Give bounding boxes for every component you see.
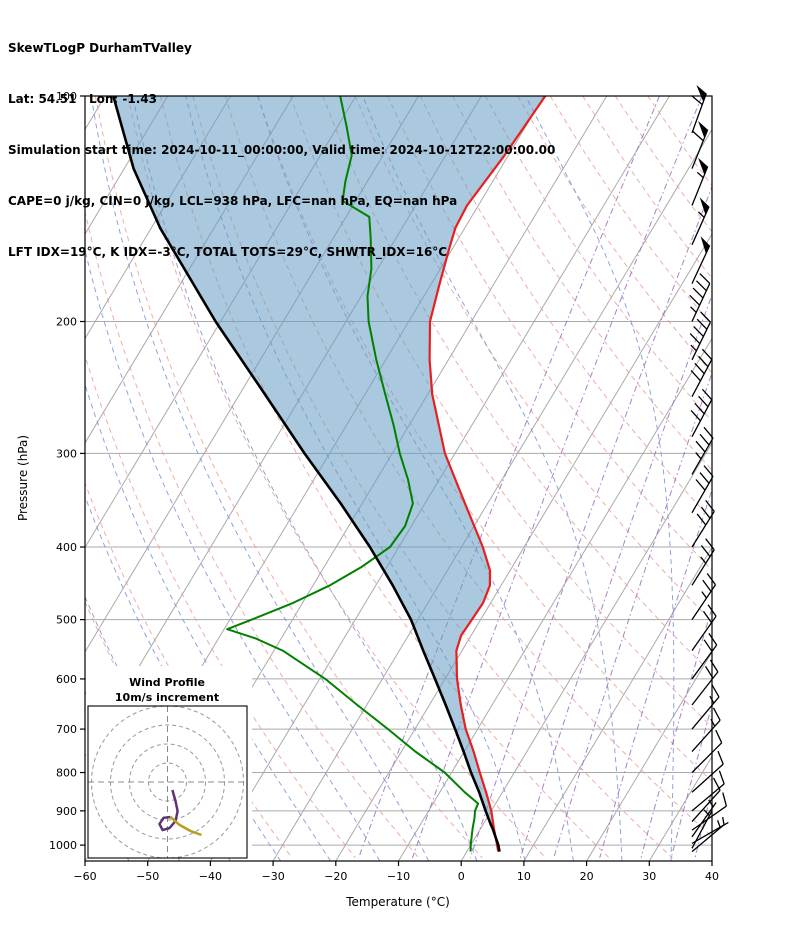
- wind-barb: [691, 426, 714, 475]
- wind-barb: [691, 632, 718, 680]
- wind-barb: [691, 573, 717, 620]
- wind-barb: [691, 684, 720, 730]
- hodograph-border: [87, 705, 248, 859]
- svg-text:300: 300: [56, 447, 77, 460]
- wind-barbs: [689, 85, 729, 853]
- header-line-times: Simulation start time: 2024-10-11_00:00:…: [8, 143, 556, 157]
- wind-barb: [691, 809, 713, 849]
- wind-barb: [691, 499, 715, 548]
- wind-barb: [691, 197, 710, 246]
- wind-barb: [691, 777, 721, 822]
- svg-text:40: 40: [705, 870, 719, 883]
- svg-text:−10: −10: [387, 870, 410, 883]
- hodograph-title: Wind Profile: [129, 676, 205, 689]
- wind-barb: [690, 348, 713, 398]
- hodograph-subtitle: 10m/s increment: [115, 691, 219, 704]
- temperature-curve: [428, 96, 547, 852]
- wind-barb: [691, 236, 711, 284]
- hodograph-inset: Wind Profile 10m/s increment: [86, 666, 252, 859]
- svg-text:−40: −40: [199, 870, 222, 883]
- svg-text:−50: −50: [136, 870, 159, 883]
- wind-barb: [691, 465, 714, 514]
- header: SkewTLogP DurhamTValley Lat: 54.51 Lon: …: [8, 6, 555, 278]
- wind-barb: [691, 538, 715, 586]
- hodograph-plot: [88, 706, 247, 858]
- wind-barb: [691, 157, 709, 206]
- wind-barb: [691, 659, 719, 706]
- y-axis-label: Pressure (hPa): [16, 435, 30, 521]
- svg-text:1000: 1000: [49, 839, 77, 852]
- axes-frame: −60 −50 −40 −30 −20 −10 0 10 20 30 40 100 200 300 400 5…: [49, 90, 719, 883]
- hodograph-trace-tail: [169, 816, 202, 837]
- header-line-cape: CAPE=0 j/kg, CIN=0 j/kg, LCL=938 hPa, LF…: [8, 194, 458, 208]
- svg-text:900: 900: [56, 805, 77, 818]
- svg-text:500: 500: [56, 614, 77, 627]
- svg-text:−60: −60: [73, 870, 96, 883]
- wind-barb: [691, 707, 721, 752]
- wind-barb: [689, 311, 711, 361]
- svg-text:−30: −30: [261, 870, 284, 883]
- wind-barb: [691, 817, 729, 845]
- svg-text:30: 30: [642, 870, 656, 883]
- wind-barb: [689, 273, 711, 322]
- svg-text:700: 700: [56, 723, 77, 736]
- svg-text:800: 800: [56, 767, 77, 780]
- svg-text:0: 0: [458, 870, 465, 883]
- svg-text:100: 100: [56, 90, 77, 103]
- wind-barb: [691, 750, 724, 793]
- hodograph-trace: [158, 789, 179, 832]
- wind-barb: [691, 121, 709, 169]
- wind-barb: [690, 388, 713, 438]
- svg-text:400: 400: [56, 541, 77, 554]
- parcel-curve: [112, 96, 501, 852]
- dewpoint-curve: [226, 96, 480, 852]
- svg-text:20: 20: [580, 870, 594, 883]
- wind-barb: [691, 820, 725, 853]
- x-axis-label: Temperature (°C): [345, 895, 450, 909]
- svg-text:600: 600: [56, 673, 77, 686]
- header-line-latlon: Lat: 54.51 Lon: -1.43: [8, 92, 157, 106]
- wind-barb: [691, 792, 728, 831]
- cin-shaded-area: [113, 96, 546, 852]
- svg-text:−20: −20: [324, 870, 347, 883]
- header-line-title: SkewTLogP DurhamTValley: [8, 41, 192, 55]
- wind-barb: [691, 729, 723, 773]
- svg-text:10: 10: [517, 870, 531, 883]
- svg-text:200: 200: [56, 316, 77, 329]
- wind-barb: [691, 85, 707, 134]
- header-line-indices: LFT IDX=19°C, K IDX=-3°C, TOTAL TOTS=29°…: [8, 245, 448, 259]
